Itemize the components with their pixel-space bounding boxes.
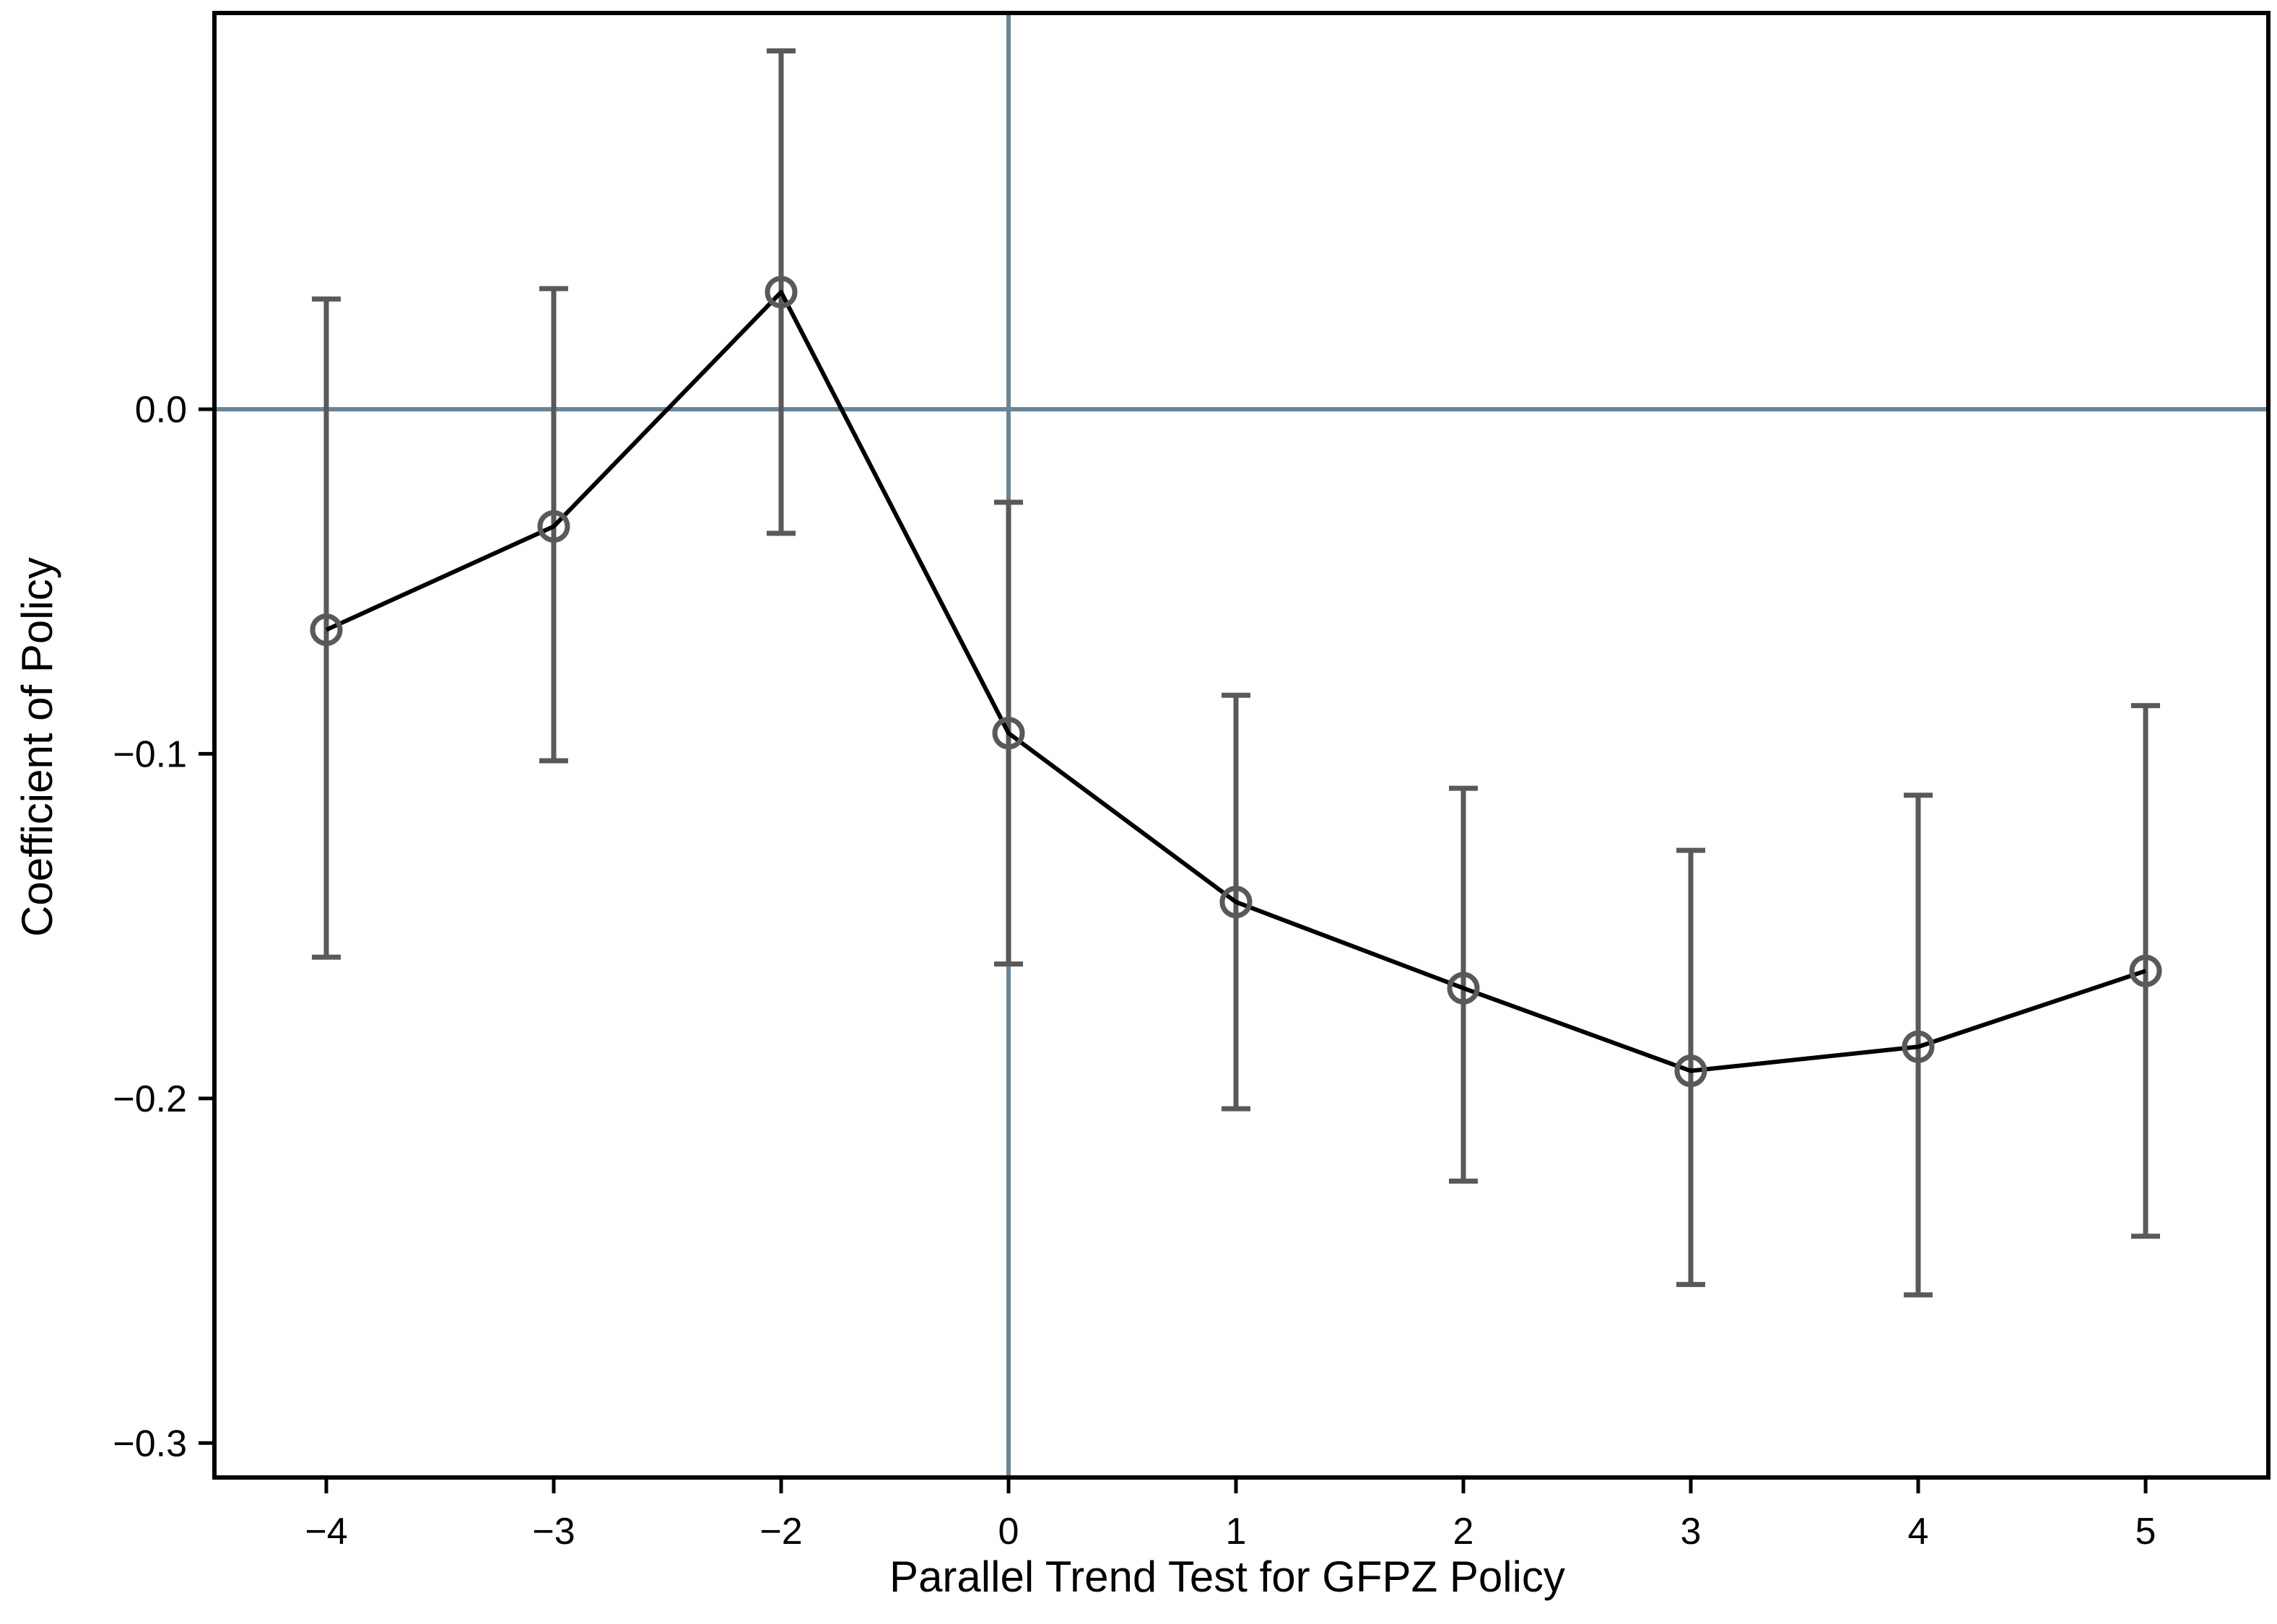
x-tick-label: 3 [1681,1511,1702,1553]
plot-frame [212,11,2271,1480]
x-tick-label: 5 [2135,1511,2156,1553]
x-tick-label: 0 [998,1511,1019,1553]
data-point [765,276,798,309]
y-tick-label: −0.1 [113,733,187,775]
data-point [992,717,1025,750]
data-point [1219,886,1253,919]
y-tick-label: 0.0 [135,389,187,431]
x-tick-label: 4 [1908,1511,1929,1553]
coefficient-line [325,289,2146,1073]
ci-bar [1676,847,1705,1288]
x-tick-label: −4 [305,1511,347,1553]
y-tick-label: −0.3 [113,1423,187,1464]
data-point [1674,1055,1707,1088]
y-axis-label: Coefficient of Policy [13,557,61,937]
x-tick-label: −2 [759,1511,802,1553]
data-point [2129,954,2162,987]
ci-bar [1449,785,1478,1184]
axes: 0.0 −0.1 −0.2 −0.3 −4 −3 −2 0 1 2 3 4 5 [113,11,2271,1553]
point-markers [310,276,2162,1088]
x-tick-label: 2 [1453,1511,1474,1553]
data-point [1447,972,1480,1005]
series-line [325,289,2146,1073]
data-point [537,510,570,543]
x-tick-label: −3 [532,1511,575,1553]
data-point [1902,1030,1935,1063]
y-tick-label: −0.2 [113,1078,187,1120]
data-point [310,614,343,647]
axis-labels: Parallel Trend Test for GFPZ Policy Coef… [13,557,1565,1601]
x-axis-label: Parallel Trend Test for GFPZ Policy [889,1553,1565,1601]
x-tick-label: 1 [1226,1511,1247,1553]
